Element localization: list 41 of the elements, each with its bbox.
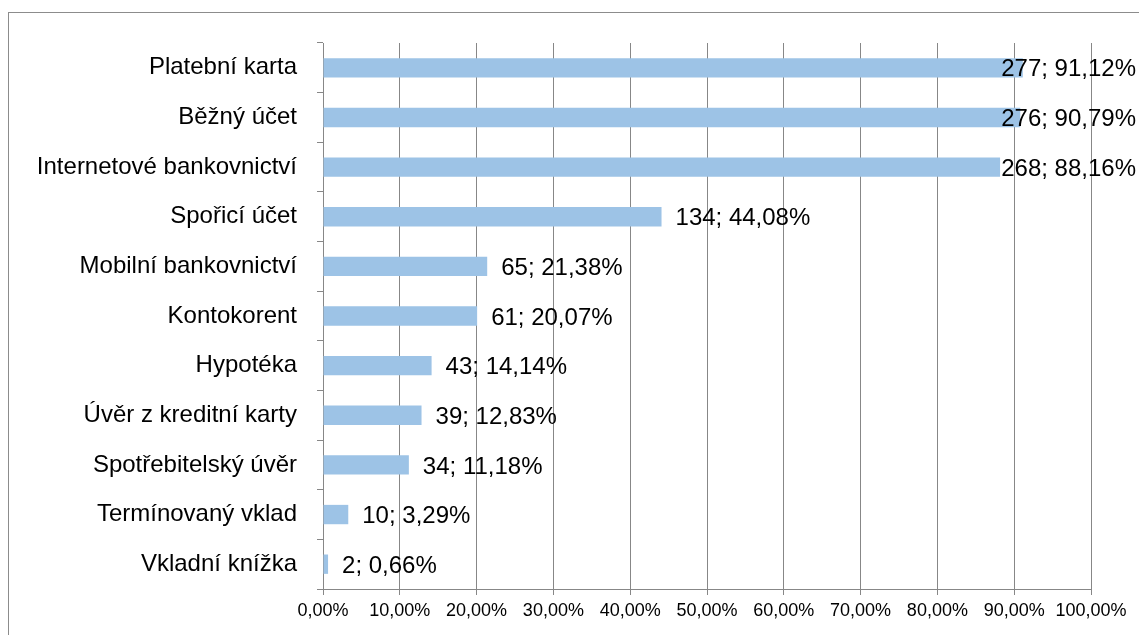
y-tick-label: Termínovaný vklad — [96, 499, 297, 527]
data-label: 34; 11,18% — [422, 451, 543, 479]
x-tick-label: 80,00% — [906, 599, 968, 620]
x-tick-label: 60,00% — [753, 599, 815, 620]
data-label: 268; 88,16% — [1001, 153, 1136, 181]
bar — [323, 504, 349, 525]
bar — [323, 405, 422, 425]
y-tick-label: Vkladní knížka — [140, 548, 298, 576]
data-label: 276; 90,79% — [1001, 104, 1136, 132]
y-tick-label: Úvěr z kreditní karty — [83, 399, 297, 427]
bar — [323, 207, 662, 227]
bar — [323, 355, 432, 376]
y-tick-label: Mobilní bankovnictví — [79, 250, 298, 278]
x-tick-label: 0,00% — [297, 599, 349, 620]
x-tick-label: 10,00% — [369, 599, 431, 620]
x-tick-label: 30,00% — [522, 599, 584, 620]
data-label: 134; 44,08% — [675, 203, 811, 231]
bar — [323, 256, 488, 277]
x-tick-label: 50,00% — [676, 599, 738, 620]
x-tick-label: 90,00% — [983, 599, 1045, 620]
y-tick-label: Internetové bankovnictví — [36, 151, 298, 179]
data-label: 2; 0,66% — [342, 550, 437, 578]
bar — [323, 455, 409, 475]
data-label: 43; 14,14% — [445, 352, 568, 380]
data-label: 39; 12,83% — [435, 401, 557, 429]
y-tick-label: Spotřebitelský úvěr — [92, 449, 298, 477]
data-label: 10; 3,29% — [362, 501, 471, 529]
x-tick-label: 40,00% — [599, 599, 661, 620]
data-label: 65; 21,38% — [501, 252, 623, 280]
x-tick-label: 20,00% — [446, 599, 508, 620]
x-tick-label: 70,00% — [830, 599, 892, 620]
data-label: 277; 91,12% — [1001, 54, 1136, 82]
y-tick-label: Běžný účet — [178, 102, 298, 130]
y-tick-label: Hypotéka — [195, 350, 298, 378]
x-tick-label: 100,00% — [1055, 599, 1127, 620]
bar — [323, 306, 478, 326]
y-tick-label: Spořicí účet — [170, 201, 298, 229]
y-tick-label: Platební karta — [148, 52, 298, 80]
data-label: 61; 20,07% — [491, 302, 613, 330]
bar — [323, 157, 1001, 177]
y-tick-label: Kontokorent — [167, 300, 298, 328]
